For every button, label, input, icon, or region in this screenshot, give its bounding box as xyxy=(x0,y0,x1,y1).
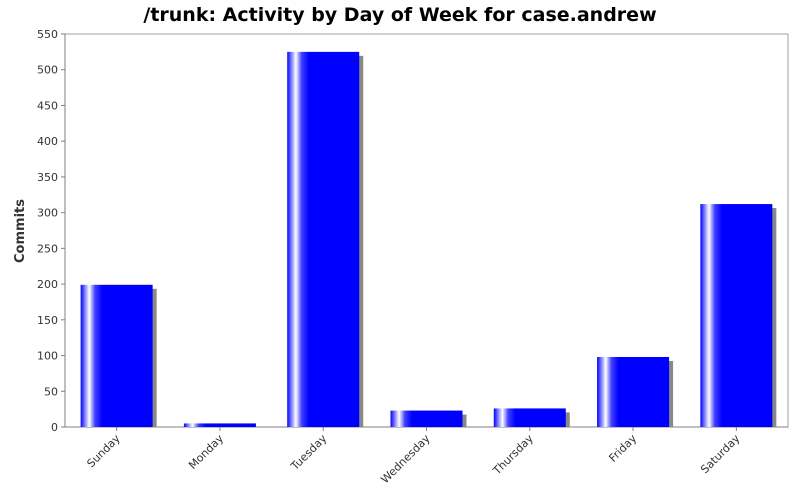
y-tick-label: 500 xyxy=(37,64,58,77)
plot-frame xyxy=(64,33,789,428)
x-tick-label: Saturday xyxy=(698,432,743,477)
y-tick-label: 300 xyxy=(37,207,58,220)
y-tick-label: 350 xyxy=(37,171,58,184)
bar xyxy=(80,284,153,427)
plot-area: 0 50 100 150 200 250 300 350 400 450 500 550 Sunday M… xyxy=(37,28,789,487)
y-tick-label: 100 xyxy=(37,350,58,363)
y-tick-label: 200 xyxy=(37,278,58,291)
chart-title: /trunk: Activity by Day of Week for case… xyxy=(143,4,656,26)
x-tick-label: Wednesday xyxy=(378,432,433,487)
y-tick-label: 550 xyxy=(37,28,58,41)
bar xyxy=(183,423,256,427)
x-tick-label: Friday xyxy=(606,432,639,465)
y-tick-label: 250 xyxy=(37,242,58,255)
y-tick-label: 150 xyxy=(37,314,58,327)
x-tick-label: Monday xyxy=(186,432,226,472)
bar xyxy=(493,408,566,427)
bar xyxy=(700,204,773,427)
y-tick-label: 50 xyxy=(44,385,58,398)
y-tick-label: 0 xyxy=(51,421,58,434)
x-tick-label: Tuesday xyxy=(288,432,330,474)
y-tick-label: 450 xyxy=(37,99,58,112)
y-tick-label: 400 xyxy=(37,135,58,148)
bar xyxy=(287,51,360,427)
bar xyxy=(597,356,670,427)
x-tick-label: Sunday xyxy=(84,432,123,471)
x-tick-label: Thursday xyxy=(490,432,536,478)
bar xyxy=(390,410,463,427)
y-axis-label: Commits xyxy=(13,199,28,263)
